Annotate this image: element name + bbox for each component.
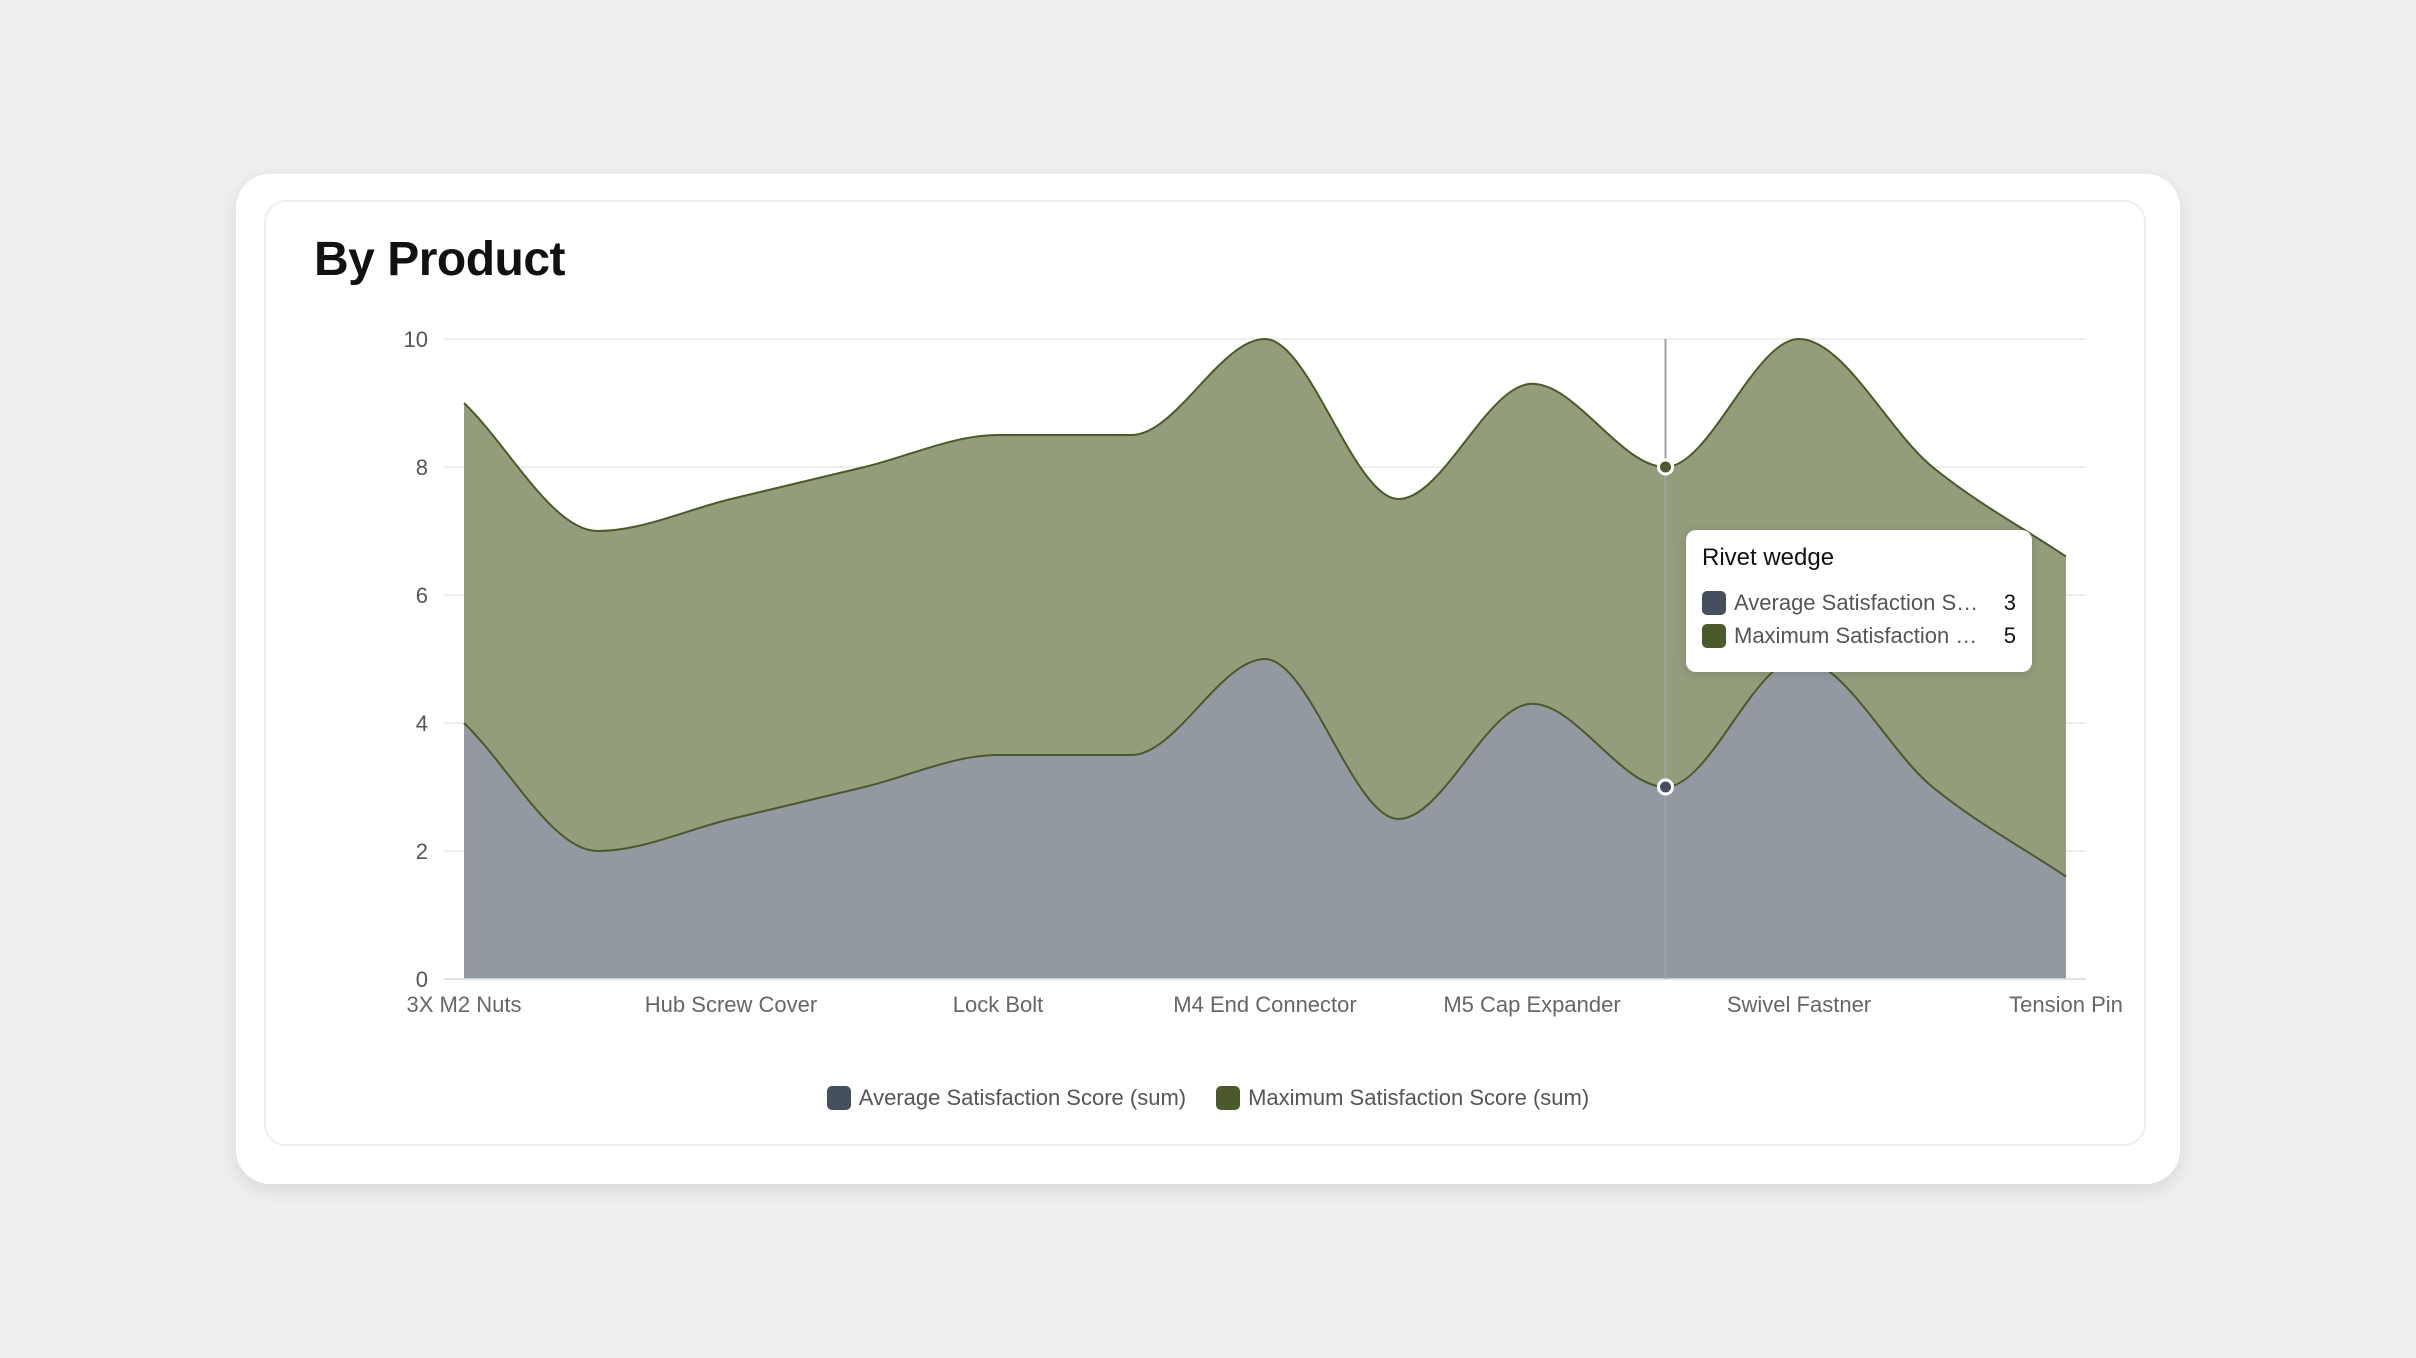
- hover-point-average: [1657, 778, 1674, 796]
- y-tick-label: 0: [416, 967, 428, 992]
- x-tick-label: Lock Bolt: [953, 992, 1044, 1017]
- x-tick-label: M5 Cap Expander: [1443, 992, 1620, 1017]
- y-tick-label: 2: [416, 839, 428, 864]
- y-tick-label: 6: [416, 583, 428, 608]
- chart-title: By Product: [314, 233, 566, 286]
- y-tick-label: 4: [416, 711, 428, 736]
- legend-swatch-maximum: [1216, 1086, 1241, 1110]
- tooltip-swatch-average: [1702, 591, 1726, 615]
- tooltip-label-average: Average Satisfaction Score (sum): [1734, 590, 1986, 615]
- tooltip-title: Rivet wedge: [1702, 544, 1835, 571]
- y-tick-label: 8: [416, 455, 428, 480]
- tooltip-value-maximum: 5: [2003, 623, 2016, 648]
- line-maximum-satisfaction: [463, 337, 2067, 558]
- legend-item-maximum[interactable]: Maximum Satisfaction Score (sum): [1216, 1085, 1589, 1111]
- tooltip-row-average: Average Satisfaction Score (sum) 3: [1702, 588, 2016, 618]
- chart-tooltip: Rivet wedge Average Satisfaction Score (…: [1686, 530, 2032, 672]
- legend-swatch-average: [826, 1086, 851, 1110]
- legend-item-average[interactable]: Average Satisfaction Score (sum): [826, 1085, 1187, 1111]
- legend-label-maximum: Maximum Satisfaction Score (sum): [1248, 1085, 1590, 1110]
- tooltip-value-average: 3: [2003, 590, 2016, 615]
- x-tick-label: M4 End Connector: [1173, 992, 1356, 1017]
- hover-point-maximum: [1657, 458, 1674, 476]
- legend-label-average: Average Satisfaction Score (sum): [858, 1085, 1187, 1110]
- x-tick-label: Hub Screw Cover: [645, 992, 817, 1017]
- tooltip-swatch-maximum: [1702, 624, 1726, 648]
- chart-legend: Average Satisfaction Score (sum) Maximum…: [0, 1082, 2416, 1114]
- x-tick-label: Tension Pin: [2009, 992, 2123, 1017]
- tooltip-label-maximum: Maximum Satisfaction Score (sum): [1734, 623, 1986, 648]
- x-tick-label: 3X M2 Nuts: [407, 992, 522, 1017]
- x-tick-label: Swivel Fastner: [1727, 992, 1871, 1017]
- tooltip-row-maximum: Maximum Satisfaction Score (sum) 5: [1702, 621, 2016, 651]
- y-tick-label: 10: [404, 327, 428, 352]
